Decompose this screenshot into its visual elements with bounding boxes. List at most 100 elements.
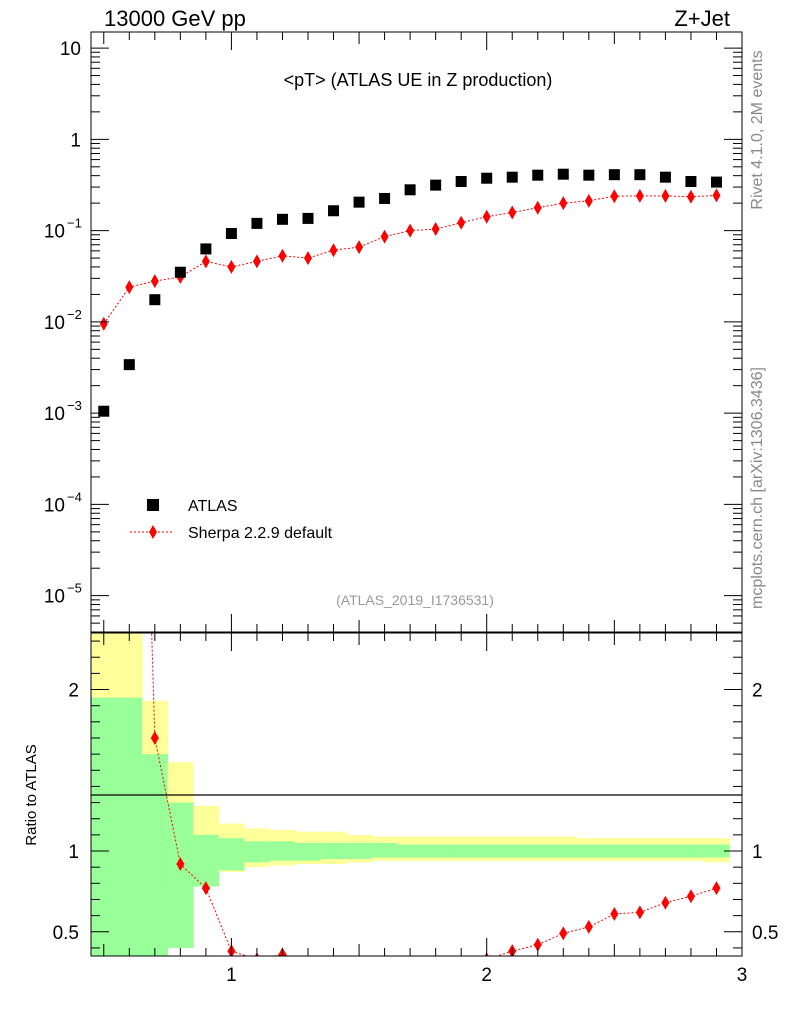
chart-title: <pT> (ATLAS UE in Z production) [284, 70, 553, 90]
main-atlas-point [455, 176, 467, 188]
ratio-band-inner [703, 844, 730, 858]
ratio-sherpa-point [307, 955, 309, 956]
legend: ATLAS Sherpa 2.2.9 default [130, 498, 333, 542]
main-sherpa-point [457, 215, 466, 230]
main-sherpa-point [329, 243, 338, 258]
ratio-xtick-label: 2 [481, 965, 492, 986]
main-ytick-label: 10 [60, 39, 81, 60]
main-sherpa-point [201, 254, 210, 269]
main-atlas-point [98, 405, 110, 417]
main-sherpa-point [125, 280, 134, 295]
main-sherpa-point [150, 274, 159, 289]
ratio-sherpa-point [330, 957, 338, 971]
ratio-band-inner [346, 842, 373, 860]
main-atlas-point [583, 169, 595, 181]
main-atlas-point [200, 243, 212, 255]
ratio-band-inner [193, 834, 220, 887]
ratio-band-inner [678, 844, 705, 858]
ratio-band-inner [269, 841, 296, 861]
legend-sherpa-label: Sherpa 2.2.9 default [188, 525, 333, 542]
main-ytick-exponent: −3 [67, 398, 82, 413]
main-atlas-point [557, 168, 569, 180]
ratio-band-inner [218, 838, 245, 871]
main-sherpa-point [610, 189, 619, 204]
main-sherpa-point [584, 193, 593, 208]
main-atlas-point [659, 171, 671, 183]
ratio-sherpa-point [610, 907, 619, 922]
ratio-band-inner [576, 844, 603, 858]
main-ytick-exponent: −2 [67, 307, 82, 322]
legend-atlas-label: ATLAS [188, 498, 238, 515]
main-ytick-exponent: −5 [67, 581, 82, 596]
main-sherpa-point [252, 254, 261, 269]
main-sherpa-point [661, 188, 670, 203]
main-sherpa-point [635, 188, 644, 203]
main-ytick-label: 10 [44, 495, 65, 516]
ratio-band-inner [422, 844, 449, 858]
main-sherpa-point [99, 316, 108, 331]
ratio-sherpa-point [176, 856, 185, 871]
ratio-band-inner [473, 844, 500, 858]
ratio-band-inner [244, 841, 271, 863]
main-atlas-point [353, 196, 365, 208]
main-sherpa-point [227, 259, 236, 274]
ratio-band-inner [652, 844, 679, 858]
main-atlas-point [532, 169, 544, 181]
main-sherpa-point [355, 240, 364, 255]
main-sherpa-point [304, 251, 312, 266]
main-sherpa-point [508, 205, 517, 220]
main-atlas-point [251, 217, 263, 229]
main-sherpa-point [482, 209, 491, 224]
ratio-sherpa-point [381, 959, 389, 973]
ratio-sherpa-point [686, 889, 695, 904]
ratio-sherpa-point [559, 926, 568, 941]
main-sherpa-point [278, 248, 287, 263]
main-ytick-label: 10 [44, 313, 65, 334]
ratio-ytick-label-right: 0.5 [752, 923, 778, 944]
ratio-sherpa-point [150, 730, 159, 745]
ratio-band-inner [550, 844, 577, 858]
analysis-label: (ATLAS_2019_I1736531) [336, 592, 494, 608]
ratio-band-inner [601, 844, 628, 858]
main-atlas-point [149, 294, 161, 306]
main-atlas-point [430, 179, 442, 191]
main-atlas-point [710, 176, 722, 188]
ratio-sherpa-point [661, 895, 670, 910]
main-sherpa-point [380, 229, 389, 244]
legend-atlas-marker [147, 499, 159, 511]
main-sherpa-point [712, 188, 721, 203]
header-left: 13000 GeV pp [104, 6, 246, 31]
ratio-band-inner [448, 844, 475, 858]
ratio-sherpa-point [201, 881, 210, 896]
main-atlas-point [634, 169, 646, 181]
ratio-band-inner [142, 754, 169, 956]
rivet-label: Rivet 4.1.0, 2M events [749, 50, 766, 209]
main-atlas-point [404, 184, 416, 196]
ratio-band-inner [627, 844, 654, 858]
ratio-ytick-label: 0.5 [53, 923, 79, 944]
ratio-sherpa-point [355, 960, 363, 974]
main-atlas-point [506, 171, 518, 183]
main-atlas-point [608, 169, 620, 181]
ratio-ytick-label: 1 [68, 842, 79, 863]
ratio-sherpa-point [533, 937, 542, 952]
ratio-band-inner [91, 697, 118, 956]
ratio-ytick-label: 2 [68, 681, 79, 702]
ratio-band-inner [397, 844, 424, 858]
main-ytick-label: 10 [44, 587, 65, 608]
main-atlas-point [302, 212, 314, 224]
main-atlas-point [276, 213, 288, 225]
main-sherpa-point [686, 189, 695, 204]
main-atlas-point [379, 192, 391, 204]
source-label: mcplots.cern.ch [arXiv:1306.3436] [749, 367, 766, 609]
main-atlas-point [123, 359, 135, 371]
ratio-ytick-label-right: 2 [752, 681, 763, 702]
main-ytick-label: 10 [44, 222, 65, 243]
ratio-panel: 0.5 0.5 1 1 2 2 1 2 3 Ratio to ATLAS [23, 632, 778, 986]
ratio-band-inner [371, 842, 398, 858]
main-atlas-point [481, 172, 493, 184]
main-atlas-point [328, 205, 340, 217]
ratio-sherpa-point [432, 957, 440, 971]
